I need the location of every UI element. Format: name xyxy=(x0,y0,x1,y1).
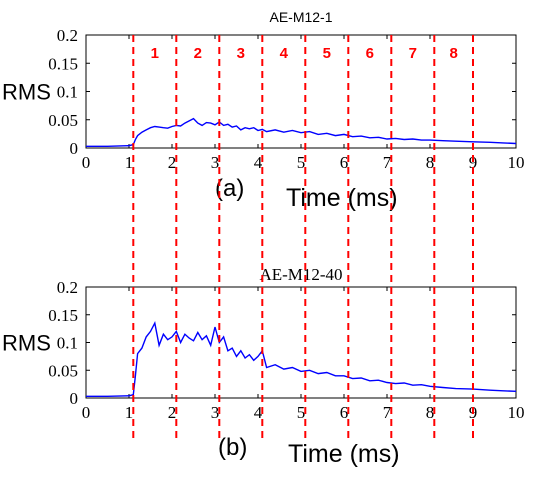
y-tick-label: 0.2 xyxy=(57,278,78,297)
x-axis-label: Time (ms) xyxy=(286,184,398,212)
x-tick-label: 3 xyxy=(211,403,220,422)
x-tick-label: 2 xyxy=(168,153,177,172)
x-tick-label: 0 xyxy=(82,403,91,422)
series-line xyxy=(86,117,517,147)
x-tick-label: 1 xyxy=(125,403,134,422)
segment-label: 6 xyxy=(366,45,374,62)
panel-label: (b) xyxy=(218,434,247,461)
segment-label: 3 xyxy=(237,45,245,62)
x-tick-label: 7 xyxy=(383,153,392,172)
y-tick-label: 0.1 xyxy=(57,334,78,353)
x-tick-label: 4 xyxy=(254,403,263,422)
x-tick-label: 2 xyxy=(168,403,177,422)
x-tick-label: 10 xyxy=(508,403,525,422)
y-tick-label: 0.05 xyxy=(48,111,78,130)
y-tick-label: 0.1 xyxy=(57,83,78,102)
y-axis-label: RMS xyxy=(2,80,51,105)
y-tick-label: 0.15 xyxy=(48,306,78,325)
series-line xyxy=(86,320,517,397)
x-tick-label: 5 xyxy=(297,153,306,172)
chart-title: AE-M12-1 xyxy=(269,9,332,25)
x-tick-label: 6 xyxy=(340,153,349,172)
y-tick-label: 0 xyxy=(70,389,79,408)
y-axis-label: RMS xyxy=(2,331,51,356)
x-tick-label: 7 xyxy=(383,403,392,422)
y-tick-label: 0 xyxy=(70,139,79,158)
segment-markers: 1 2 3 4 5 6 7 8 xyxy=(132,35,474,440)
x-tick-label: 4 xyxy=(254,153,263,172)
segment-label: 4 xyxy=(280,45,289,62)
y-tick-label: 0.15 xyxy=(48,54,78,73)
x-tick-label: 8 xyxy=(426,153,435,172)
x-tick-label: 9 xyxy=(469,153,478,172)
chart-title: AE-M12-40 xyxy=(259,265,342,284)
x-axis-label: Time (ms) xyxy=(288,440,400,468)
segment-label: 5 xyxy=(323,45,331,62)
plot-frame xyxy=(85,286,517,399)
segment-label: 2 xyxy=(194,45,202,62)
segment-label: 8 xyxy=(449,45,457,62)
x-tick-label: 10 xyxy=(508,153,525,172)
x-tick-label: 1 xyxy=(125,153,134,172)
segment-label: 7 xyxy=(409,45,417,62)
y-tick-label: 0.05 xyxy=(48,361,78,380)
x-tick-label: 3 xyxy=(211,153,220,172)
x-tick-label: 6 xyxy=(340,403,349,422)
x-tick-label: 8 xyxy=(426,403,435,422)
y-tick-label: 0.2 xyxy=(57,26,78,45)
x-tick-label: 5 xyxy=(297,403,306,422)
panel-a: 0 1 2 3 4 5 6 7 8 9 1000.050.10.150.2AE-M12-1RMS(a… xyxy=(2,9,525,212)
x-tick-label: 0 xyxy=(82,153,91,172)
segment-label: 1 xyxy=(151,45,159,62)
panel-b: 01234567891000.050.10.150.2AE-M12-40RMS(… xyxy=(2,265,525,468)
